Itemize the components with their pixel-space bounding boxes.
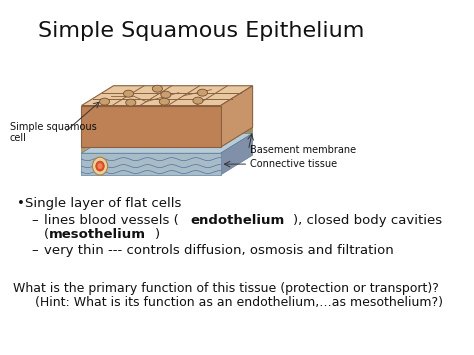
Text: Single layer of flat cells: Single layer of flat cells	[25, 197, 182, 210]
Polygon shape	[82, 127, 253, 147]
Polygon shape	[220, 86, 253, 147]
Ellipse shape	[152, 85, 163, 92]
Polygon shape	[82, 86, 253, 105]
Polygon shape	[82, 153, 220, 175]
Circle shape	[92, 157, 108, 175]
Polygon shape	[82, 147, 220, 153]
Ellipse shape	[126, 99, 136, 106]
Ellipse shape	[197, 89, 208, 96]
Text: ): )	[155, 228, 160, 241]
Text: (: (	[44, 228, 49, 241]
Text: •: •	[17, 197, 25, 210]
Text: Connective tissue: Connective tissue	[250, 159, 337, 169]
Ellipse shape	[193, 97, 203, 104]
Ellipse shape	[161, 91, 171, 98]
Ellipse shape	[159, 98, 169, 105]
Text: ), closed body cavities: ), closed body cavities	[292, 214, 442, 227]
Polygon shape	[82, 133, 253, 153]
Circle shape	[96, 161, 104, 171]
Polygon shape	[82, 105, 220, 147]
Text: Basement membrane: Basement membrane	[250, 145, 356, 155]
Ellipse shape	[123, 90, 134, 97]
Text: –: –	[32, 245, 38, 257]
Text: lines blood vessels (: lines blood vessels (	[44, 214, 178, 227]
Text: Simple squamous
cell: Simple squamous cell	[10, 121, 97, 143]
Circle shape	[98, 163, 102, 169]
Text: endothelium: endothelium	[190, 214, 284, 227]
Text: What is the primary function of this tissue (protection or transport)?: What is the primary function of this tis…	[13, 282, 439, 295]
Ellipse shape	[100, 98, 109, 105]
Text: very thin --- controls diffusion, osmosis and filtration: very thin --- controls diffusion, osmosi…	[44, 245, 393, 257]
Text: Simple Squamous Epithelium: Simple Squamous Epithelium	[38, 21, 365, 41]
Text: –: –	[32, 214, 38, 227]
Polygon shape	[220, 133, 253, 175]
Text: (Hint: What is its function as an endothelium,…as mesothelium?): (Hint: What is its function as an endoth…	[35, 296, 443, 309]
Text: mesothelium: mesothelium	[49, 228, 146, 241]
Polygon shape	[220, 127, 253, 153]
